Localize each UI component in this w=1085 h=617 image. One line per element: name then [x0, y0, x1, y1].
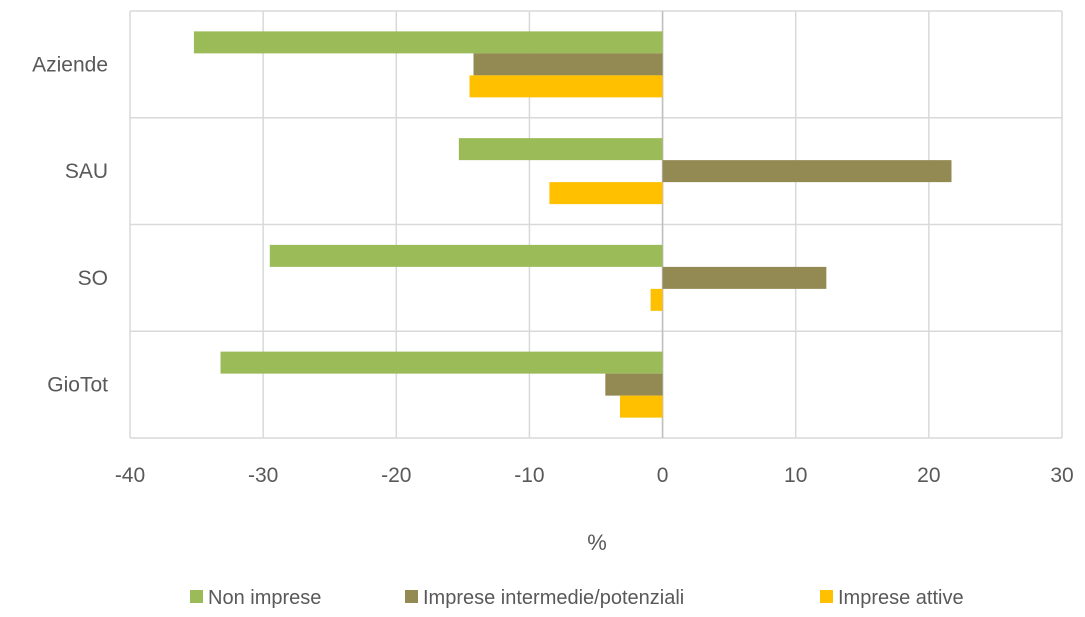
legend: Non imprese Imprese intermedie/potenziali… [190, 587, 964, 609]
bar-so-non-imprese [269, 244, 663, 267]
bar-sau-non-imprese [458, 138, 663, 161]
x-tick-label: 20 [917, 464, 940, 487]
legend-swatch [820, 590, 833, 603]
legend-label: Imprese intermedie/potenziali [423, 587, 684, 609]
category-label: SAU [65, 160, 108, 183]
legend-label: Imprese attive [838, 587, 964, 609]
x-tick-label: -10 [514, 464, 544, 487]
x-tick-label: 10 [784, 464, 807, 487]
category-labels: Aziende SAU SO GioTot [32, 53, 108, 396]
category-label: Aziende [32, 53, 108, 76]
bar-sau-imprese-attive [549, 182, 663, 205]
bar-aziende-imprese-intermedie-potenziali [473, 53, 663, 76]
bar-giotot-imprese-attive [619, 395, 663, 418]
legend-swatch [190, 590, 203, 603]
bar-aziende-non-imprese [193, 31, 663, 54]
bar-sau-imprese-intermedie-potenziali [662, 160, 952, 183]
bars [193, 31, 952, 418]
bar-aziende-imprese-attive [469, 75, 663, 98]
x-tick-label: -40 [115, 464, 145, 487]
bar-so-imprese-attive [650, 288, 663, 311]
x-tick-label: 30 [1050, 464, 1073, 487]
x-tick-labels: -40 -30 -20 -10 0 10 20 30 [115, 464, 1074, 487]
category-label: GioTot [47, 374, 108, 397]
x-tick-label: -20 [381, 464, 411, 487]
x-tick-label: 0 [657, 464, 669, 487]
bar-so-imprese-intermedie-potenziali [662, 266, 827, 289]
x-tick-label: -30 [248, 464, 278, 487]
category-label: SO [78, 267, 108, 290]
bar-giotot-non-imprese [220, 351, 663, 374]
x-axis-title: % [587, 530, 607, 555]
legend-label: Non imprese [208, 587, 321, 609]
legend-swatch [405, 590, 418, 603]
bar-giotot-imprese-intermedie-potenziali [605, 373, 663, 396]
